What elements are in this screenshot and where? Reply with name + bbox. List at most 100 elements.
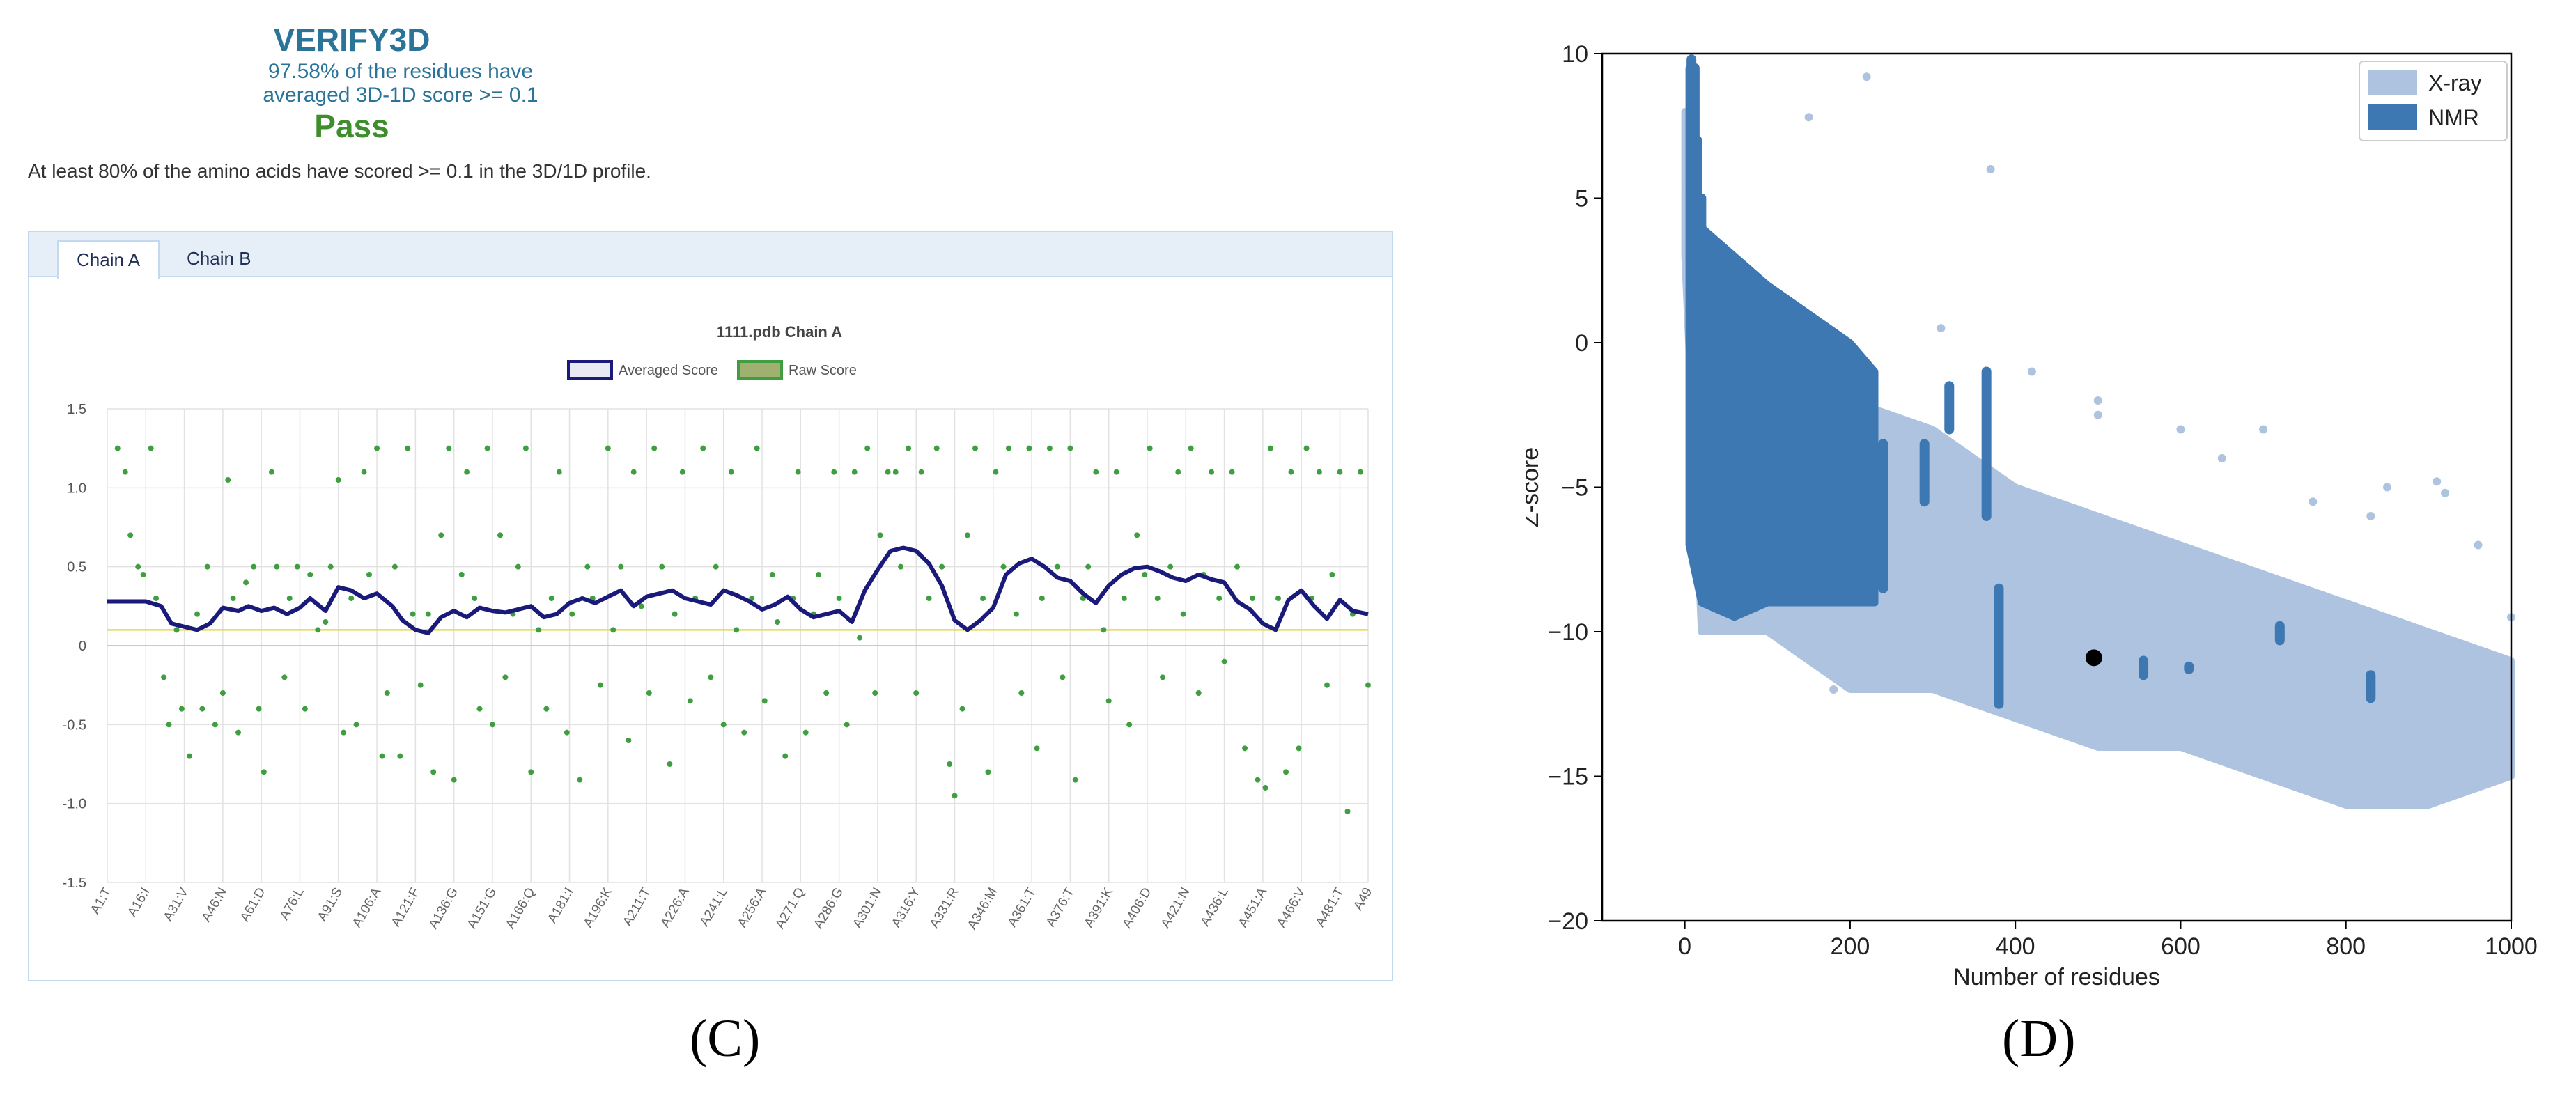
raw-score-point (1180, 611, 1186, 617)
raw-score-point (194, 611, 201, 617)
raw-score-point (1329, 572, 1335, 577)
y-tick-label: -1.5 (63, 876, 86, 891)
raw-score-point (993, 469, 999, 475)
xray-point (1862, 72, 1871, 81)
raw-score-point (836, 596, 842, 601)
raw-score-point (374, 445, 380, 451)
raw-score-point (985, 769, 991, 775)
raw-score-point (1275, 596, 1281, 601)
y-tick-label: -0.5 (63, 717, 86, 733)
xray-point (2259, 425, 2268, 434)
x-tick-label: 200 (1831, 933, 1870, 960)
tab-chain-b[interactable]: Chain B (187, 248, 251, 269)
zscore-scatter-chart: 0 200 400 600 800 1000 10 5 0 −5 −10 −15 −20 Number o… (1526, 41, 2538, 990)
legend-swatch-nmr (2368, 104, 2417, 130)
raw-score-point (1229, 469, 1235, 475)
raw-score-point (610, 627, 616, 633)
raw-score-point (1262, 785, 1268, 791)
y-tick-label: 0.5 (67, 560, 86, 575)
raw-score-point (353, 722, 359, 728)
legend-label-nmr: NMR (2428, 105, 2479, 130)
raw-score-point (939, 563, 945, 570)
raw-score-point (323, 619, 329, 625)
x-tick-label: 400 (1996, 933, 2035, 960)
y-tick-label: −5 (1561, 475, 1588, 501)
raw-score-point (906, 445, 912, 451)
verify3d-status: Pass (314, 108, 389, 144)
raw-score-point (1234, 563, 1240, 570)
raw-score-point (816, 572, 822, 577)
raw-score-point (451, 777, 457, 783)
raw-score-point (464, 469, 470, 475)
xray-point (2383, 483, 2392, 492)
raw-score-point (913, 690, 920, 696)
raw-score-point (1365, 682, 1371, 688)
raw-score-point (972, 445, 978, 451)
raw-score-point (127, 532, 134, 538)
raw-score-point (1072, 777, 1078, 783)
xray-point (1804, 113, 1813, 122)
raw-score-point (522, 445, 529, 451)
x-tick-label: A481:T (1313, 885, 1347, 930)
x-tick-label: A61:D (238, 885, 269, 924)
legend-swatch-xray (2368, 70, 2417, 95)
raw-score-point (761, 698, 768, 704)
raw-score-point (1039, 596, 1045, 601)
x-tick-label: A466:V (1274, 885, 1309, 931)
raw-score-point (728, 469, 734, 475)
x-tick-label: 600 (2161, 933, 2201, 960)
x-tick-label: A286:G (812, 885, 846, 931)
x-tick-label: A301:N (850, 885, 885, 931)
chart-legend: X-ray NMR (2359, 61, 2508, 141)
raw-score-point (281, 674, 288, 680)
raw-score-point (235, 729, 242, 736)
raw-score-point (1054, 563, 1060, 570)
raw-score-point (1060, 674, 1066, 680)
x-tick-label: A91:S (315, 885, 346, 924)
raw-score-point (605, 445, 611, 451)
raw-score-point (1175, 469, 1181, 475)
xray-point (2441, 488, 2450, 497)
raw-score-point (327, 563, 334, 570)
raw-score-point (584, 563, 591, 570)
raw-score-point (831, 469, 837, 475)
raw-score-point (708, 674, 714, 680)
raw-score-point (438, 532, 444, 538)
xray-point (2093, 410, 2102, 419)
raw-score-point (713, 563, 719, 570)
tab-chain-a[interactable]: Chain A (57, 240, 160, 279)
raw-score-point (251, 563, 257, 570)
raw-score-point (734, 627, 740, 633)
raw-score-point (872, 690, 878, 696)
x-tick-label: A271:Q (773, 885, 807, 931)
raw-score-point (898, 563, 904, 570)
raw-score-point (1142, 572, 1148, 577)
raw-score-point (178, 706, 185, 712)
raw-score-point (754, 445, 760, 451)
raw-score-point (1255, 777, 1261, 783)
raw-score-point (667, 761, 673, 767)
raw-score-point (307, 572, 313, 577)
raw-score-point (741, 729, 747, 736)
raw-score-point (1105, 698, 1112, 704)
xray-point (1937, 324, 1946, 333)
verify3d-summary-line2: averaged 3D-1D score >= 0.1 (263, 84, 538, 107)
x-tick-label: A166:Q (503, 885, 538, 931)
raw-score-point (964, 532, 970, 538)
raw-score-point (877, 532, 883, 538)
raw-score-point (577, 777, 583, 783)
x-tick-label: A49 (1351, 885, 1375, 913)
raw-score-point (114, 445, 121, 451)
chart-title: 1111.pdb Chain A (717, 323, 842, 341)
raw-score-point (857, 635, 863, 641)
raw-score-point (844, 722, 850, 728)
raw-score-point (472, 596, 478, 601)
raw-score-point (166, 722, 172, 728)
raw-score-point (720, 722, 727, 728)
raw-score-point (212, 722, 218, 728)
raw-score-point (749, 596, 755, 601)
x-tick-label: A361:T (1005, 885, 1039, 930)
x-tick-label: A196:K (581, 885, 616, 931)
y-tick-label: 5 (1575, 186, 1588, 212)
